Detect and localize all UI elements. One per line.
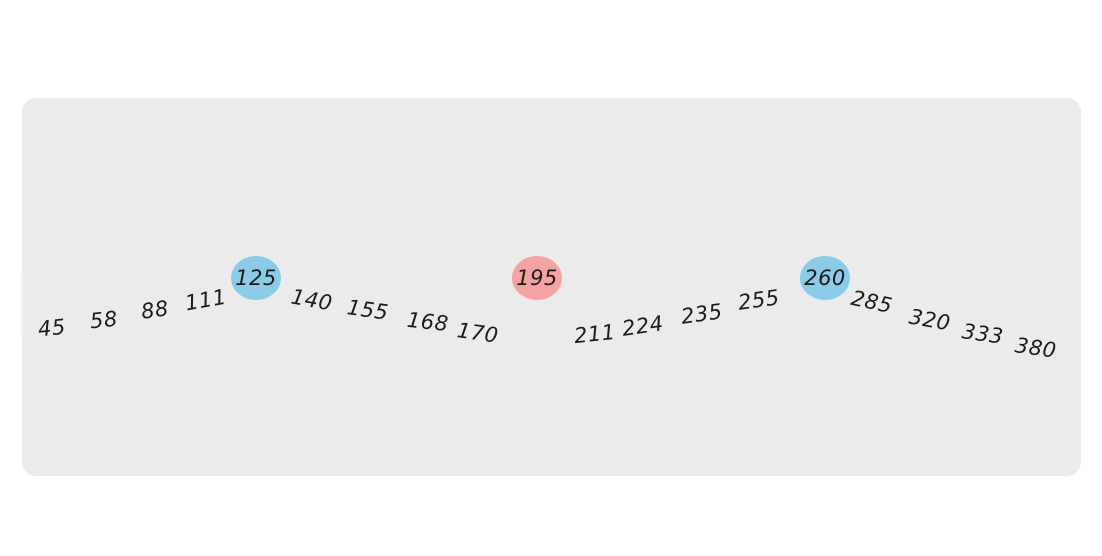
highlight-circle-125: 125: [231, 256, 281, 300]
number-125: 125: [235, 266, 277, 290]
number-88: 88: [139, 296, 171, 324]
number-58: 58: [88, 306, 119, 334]
panel-edge-mark: [21, 266, 23, 342]
number-211: 211: [572, 319, 617, 349]
number-195: 195: [516, 266, 558, 290]
number-260: 260: [804, 266, 846, 290]
highlight-circle-195: 195: [512, 256, 562, 300]
highlight-circle-260: 260: [800, 256, 850, 300]
number-45: 45: [36, 314, 67, 342]
number-168: 168: [405, 307, 450, 337]
